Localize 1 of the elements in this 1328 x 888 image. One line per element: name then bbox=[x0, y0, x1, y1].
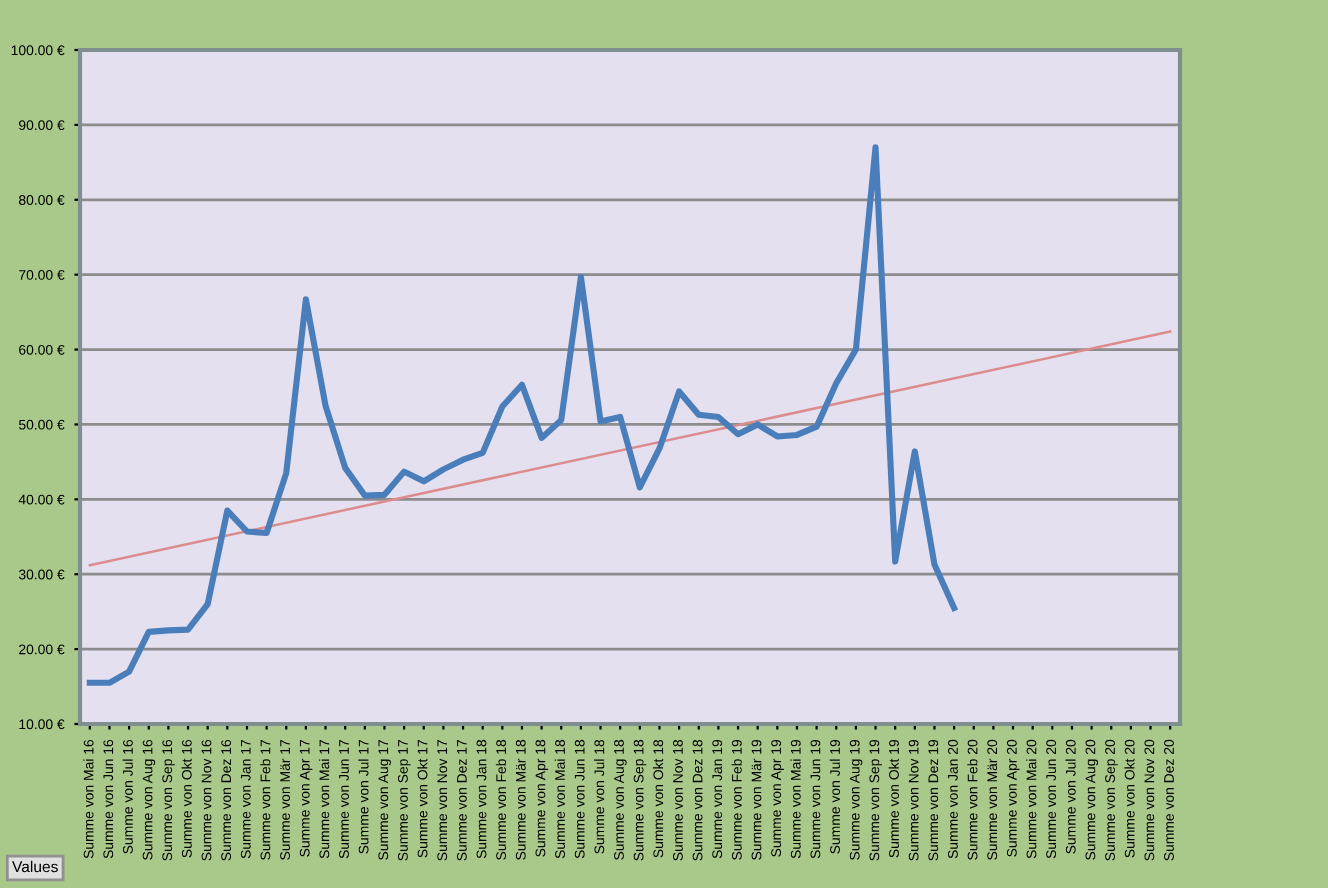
line-series bbox=[86, 144, 958, 686]
